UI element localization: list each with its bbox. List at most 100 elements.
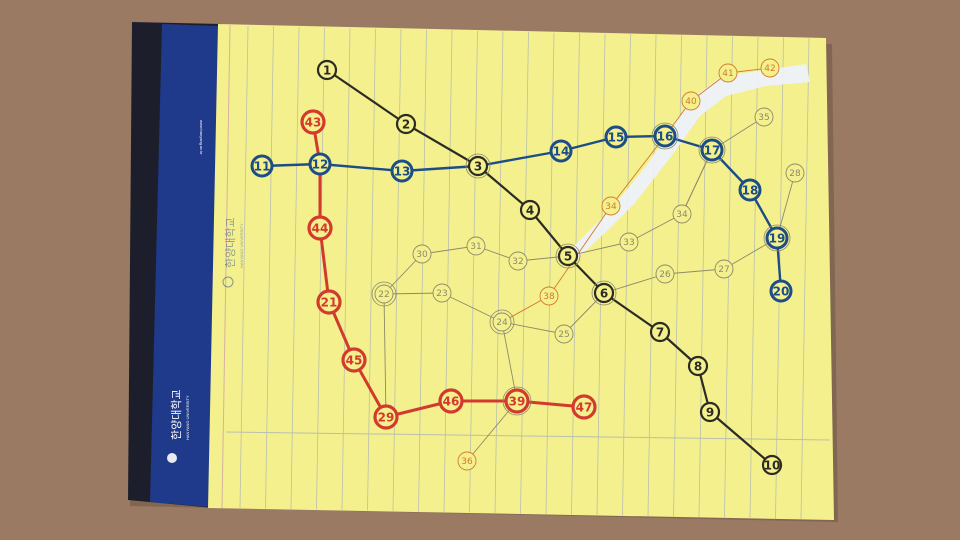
pencil-line-segment [603, 273, 666, 294]
station-node: 32 [508, 251, 528, 271]
station-label: 24 [496, 318, 508, 328]
station-node: 8 [687, 355, 709, 377]
pencil-line-segment [681, 149, 713, 215]
station-label: 44 [312, 221, 329, 235]
station-circle [738, 178, 762, 202]
binding-website: www.hanyang.ac.kr [199, 120, 204, 155]
binding-brand: 한양대학교 HANYANG UNIVERSITY [170, 389, 190, 440]
station-circle [250, 154, 274, 178]
station-label: 5 [564, 249, 572, 263]
station-label: 29 [378, 410, 395, 424]
paper-brand-english: HANYANG UNIVERSITY [239, 223, 244, 268]
station-node: 34 [672, 204, 692, 224]
station-circle [754, 107, 774, 127]
station-node: 24 [492, 312, 512, 332]
station-node: 36 [457, 451, 477, 471]
black-line-segment [708, 410, 774, 467]
station-circle [604, 125, 628, 149]
station-circle [601, 196, 621, 216]
station-circle [308, 152, 332, 176]
pencil-line-segment [466, 400, 518, 462]
station-label: 19 [769, 231, 786, 245]
station-label: 21 [321, 295, 338, 309]
station-label: 31 [470, 242, 481, 252]
station-label: 28 [789, 169, 801, 179]
ruled-line [367, 28, 376, 511]
interchange-ring [489, 309, 515, 335]
station-node: 30 [412, 244, 432, 264]
station-label: 3 [474, 159, 482, 173]
station-circle [718, 63, 738, 83]
station-circle [412, 244, 432, 264]
station-label: 25 [558, 330, 569, 340]
ruled-line [265, 26, 274, 509]
station-node: 10 [761, 454, 783, 476]
station-circle [714, 259, 734, 279]
station-label: 8 [694, 359, 702, 373]
ruled-line [418, 29, 427, 512]
station-label: 36 [461, 457, 473, 467]
station-label: 32 [512, 257, 523, 267]
station-circle [492, 312, 512, 332]
station-circle [699, 401, 721, 423]
station-node: 46 [438, 388, 464, 414]
station-circle [593, 282, 615, 304]
station-label: 35 [758, 113, 769, 123]
notebook-spine-blue [150, 24, 218, 507]
station-circle [316, 289, 342, 315]
paper-logo [222, 276, 234, 288]
station-label: 18 [742, 183, 759, 197]
station-circle [467, 155, 489, 177]
station-label: 22 [378, 290, 389, 300]
station-node: 28 [785, 163, 805, 183]
blue-line-segment [400, 164, 480, 173]
station-node: 43 [300, 109, 326, 135]
interchange-ring [502, 386, 532, 416]
station-label: 40 [685, 97, 697, 107]
station-circle [571, 394, 597, 420]
ruled-line [469, 30, 478, 513]
station-node: 17 [700, 138, 724, 162]
station-node: 38 [539, 286, 559, 306]
station-node: 6 [593, 282, 615, 304]
station-label: 26 [659, 270, 671, 280]
station-node: 3 [467, 155, 489, 177]
station-label: 45 [346, 353, 363, 367]
station-circle [769, 279, 793, 303]
station-circle [438, 388, 464, 414]
ruled-line [520, 32, 529, 514]
station-label: 30 [416, 250, 428, 260]
station-circle [395, 113, 417, 135]
station-circle [539, 286, 559, 306]
station-node: 42 [760, 58, 780, 78]
brand-text: 한양대학교 [170, 389, 183, 440]
interchange-ring [465, 153, 491, 179]
station-circle [341, 347, 367, 373]
station-circle [700, 138, 724, 162]
station-circle [681, 91, 701, 111]
station-label: 33 [623, 238, 634, 248]
binding-logo [167, 453, 177, 463]
ruled-line [545, 32, 555, 515]
paper-sheet [208, 24, 834, 520]
interchange-ring [371, 281, 397, 307]
station-label: 38 [543, 292, 555, 302]
station-circle [549, 139, 573, 163]
interchange-ring [651, 122, 679, 150]
station-node: 31 [466, 236, 486, 256]
station-label: 34 [605, 202, 617, 212]
station-node: 47 [571, 394, 597, 420]
station-circle [300, 109, 326, 135]
interchange-ring [555, 243, 581, 269]
station-node: 11 [250, 154, 274, 178]
station-circle [374, 284, 394, 304]
station-node: 5 [557, 245, 579, 267]
black-line-segment [476, 164, 532, 212]
station-circle [655, 264, 675, 284]
station-node: 27 [714, 259, 734, 279]
station-node: 9 [699, 401, 721, 423]
margin-line [221, 24, 231, 509]
station-node: 14 [549, 139, 573, 163]
pencil-line-segment [383, 292, 443, 295]
